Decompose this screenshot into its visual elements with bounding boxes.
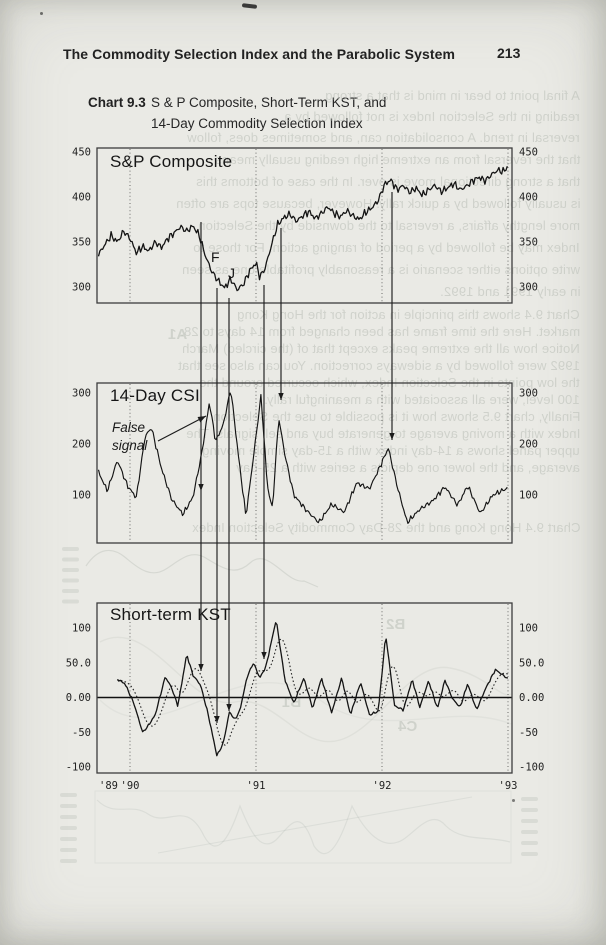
bleedthrough-text-line: write options either scenario is a reaso… [181, 262, 580, 277]
svg-text:100: 100 [72, 490, 91, 502]
svg-text:-50: -50 [72, 727, 91, 739]
svg-text:-100: -100 [519, 762, 544, 774]
svg-text:'90: '90 [121, 780, 140, 792]
svg-text:0.00: 0.00 [519, 692, 544, 704]
bleedthrough-text-line: the low points in the Selection Index, w… [199, 375, 580, 390]
bleedthrough-text-line: 100 level, were all associated with a me… [264, 392, 580, 407]
svg-text:100: 100 [72, 623, 91, 635]
chart-caption-line2: 14-Day Commodity Selection Index [151, 116, 363, 131]
svg-text:0.00: 0.00 [66, 692, 91, 704]
bleedthrough-mark: B2 [386, 616, 406, 633]
scan-speck [40, 12, 43, 15]
svg-text:450: 450 [72, 147, 91, 159]
false-signal-line2: signal [112, 438, 148, 453]
panel-title-14day-csi: 14-Day CSI [110, 386, 200, 405]
svg-text:300: 300 [72, 282, 91, 294]
bleedthrough-text-line: Chart 9.4 Hong Kong and the 28-Day Commo… [191, 520, 581, 535]
bleedthrough-text-line: Finally, chart 9.5 shows how it is possi… [212, 409, 580, 424]
bleedthrough-text-line: market. Here the time frame has been cha… [179, 324, 580, 339]
svg-text:'93: '93 [499, 780, 518, 792]
svg-text:300: 300 [72, 388, 91, 400]
bleedthrough-text-line: upper panel shows a 14-day index with a … [202, 443, 580, 458]
bleedthrough-text-line: reversal in trend. A consolidation can, … [187, 130, 580, 145]
bleedthrough-text-line: Notice how all the extreme peaks except … [182, 341, 580, 356]
bleedthrough-text-line: in early 1991 and 1992. [439, 284, 580, 299]
svg-text:200: 200 [72, 439, 91, 451]
page-number: 213 [497, 45, 521, 61]
svg-text:100: 100 [519, 623, 538, 635]
panel-title-sp-composite: S&P Composite [110, 152, 233, 171]
bleedthrough-mark: A1 [168, 326, 188, 343]
svg-text:'92: '92 [373, 780, 392, 792]
false-signal-line1: False [112, 420, 146, 435]
panel-title-short-term-kst: Short-term KST [110, 605, 231, 624]
bleedthrough-mark: C4 [398, 718, 418, 735]
bleedthrough-text-line: Index with a moving average to generate … [185, 426, 580, 441]
scan-speck [241, 3, 258, 9]
svg-text:'91: '91 [247, 780, 266, 792]
bleedthrough-mark: B1 [282, 694, 302, 711]
bleedthrough-text-line: 1992 were followed by a sideways correct… [178, 358, 580, 373]
bleedthrough-text-line: average, and the lower one depicts a ser… [236, 460, 580, 475]
bleedthrough-text-line: that a strong directional move is over. … [195, 174, 580, 189]
bleedthrough-text-line: that the reversal from an extreme high r… [214, 152, 580, 167]
bleedthrough-text-line: Chart 9.4 shows this principle in action… [237, 307, 580, 322]
running-header-title: The Commodity Selection Index and the Pa… [63, 46, 456, 62]
svg-text:100: 100 [519, 490, 538, 502]
svg-text:'89: '89 [99, 780, 118, 792]
svg-text:350: 350 [72, 237, 91, 249]
bleedthrough-text-line: more lengthy affairs, a reversal to the … [197, 218, 580, 233]
bleedthrough-text-line: reading in the Selection Index is not fo… [284, 109, 580, 124]
bleedthrough-text-line: is usually followed by a quick rally. Ho… [175, 196, 581, 211]
chart-caption-label: Chart 9.3 [88, 95, 146, 110]
bleedthrough-text-line: Index may be followed by a period of ran… [193, 240, 580, 255]
svg-text:-50: -50 [519, 727, 538, 739]
svg-text:400: 400 [72, 192, 91, 204]
svg-text:50.0: 50.0 [66, 657, 91, 669]
chart-caption-line1: S & P Composite, Short-Term KST, and [151, 95, 387, 110]
scan-speck [512, 799, 515, 802]
svg-text:-100: -100 [66, 762, 91, 774]
svg-text:50.0: 50.0 [519, 657, 544, 669]
bleedthrough-text-line: A final point to bear in mind is that a … [325, 88, 580, 103]
false-signal-annotation: False signal [112, 419, 147, 455]
